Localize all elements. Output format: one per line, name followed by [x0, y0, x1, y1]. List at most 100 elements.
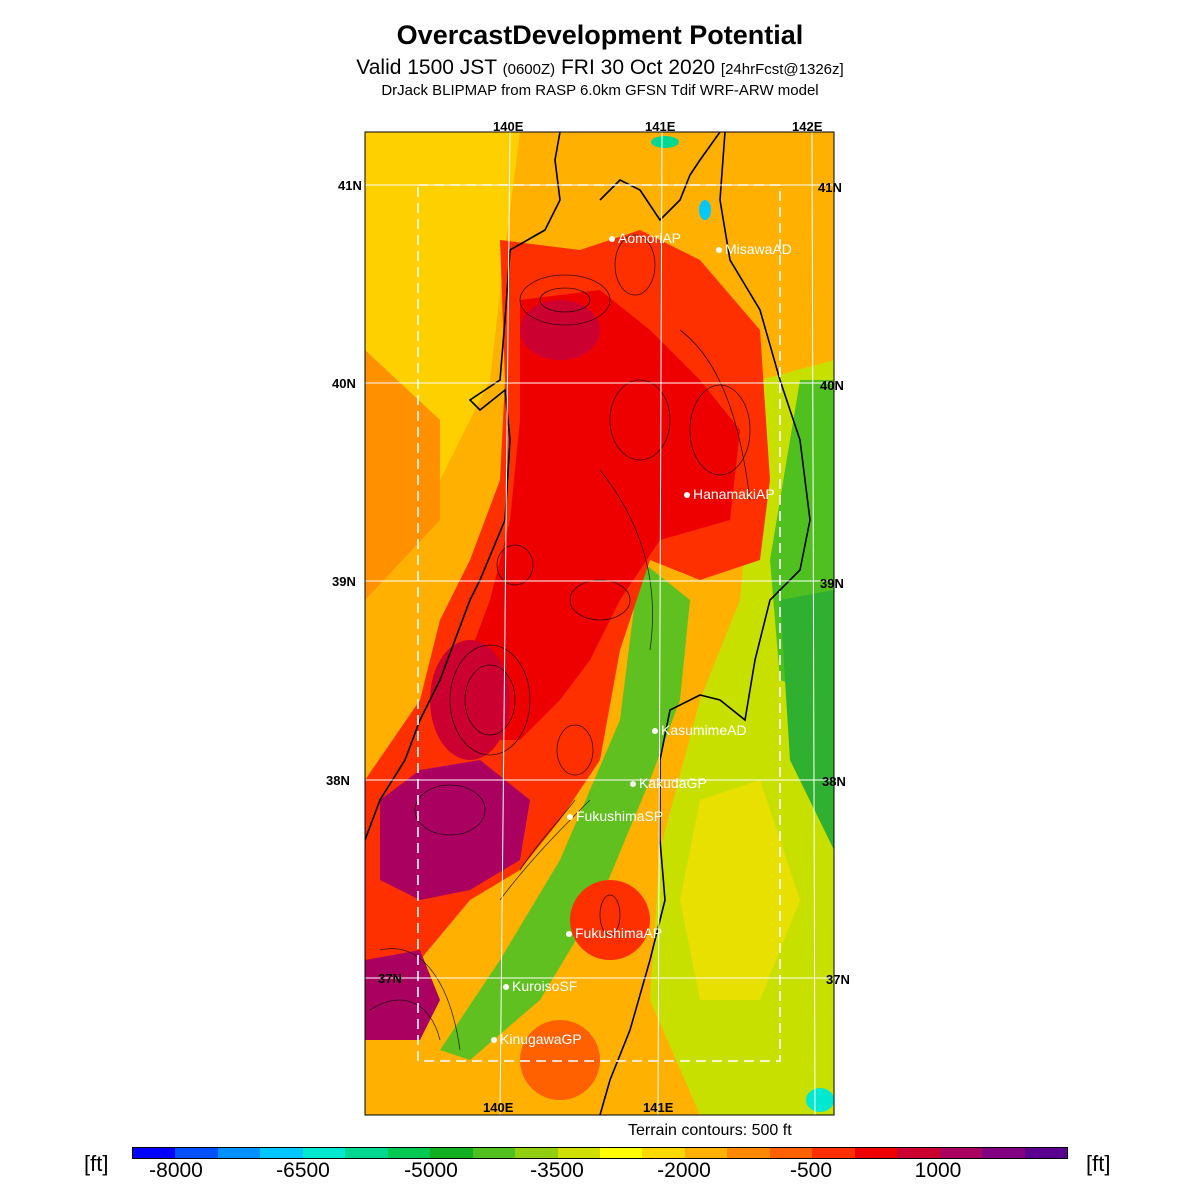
field-cyan-southeast	[806, 1088, 834, 1112]
colorbar-tick-label: 1000	[914, 1159, 962, 1182]
lat-label-left-41: 41N	[338, 178, 362, 193]
lat-label-right-37: 37N	[826, 972, 850, 987]
station-dot	[630, 781, 636, 788]
lat-label-right-38: 38N	[822, 774, 846, 789]
map-frame	[364, 131, 835, 1116]
colorbar-swatch	[133, 1148, 176, 1158]
field-orange-south	[520, 1020, 600, 1100]
station-marker: KinugawaGP	[491, 1031, 582, 1047]
colorbar-swatch	[982, 1148, 1025, 1158]
lon-label-top-140: 140E	[493, 119, 524, 134]
station-label: AomoriAP	[618, 230, 682, 246]
lat-label-right-41: 41N	[818, 180, 842, 195]
colorbar-swatch	[345, 1148, 388, 1158]
terrain-contours-note: Terrain contours: 500 ft	[628, 1122, 792, 1139]
lon-label-bottom-141: 141E	[643, 1100, 674, 1115]
station-dot	[503, 984, 509, 991]
station-label: FukushimaSP	[576, 808, 664, 824]
station-marker: KasumimeAD	[652, 722, 747, 738]
station-dot	[684, 492, 690, 499]
colorbar-swatch	[260, 1148, 303, 1158]
station-label: KuroisoSF	[512, 978, 578, 994]
field-dark-red-1	[430, 640, 510, 760]
colorbar-tick-label: -6500	[276, 1159, 330, 1182]
coastline-east	[599, 132, 811, 1115]
colorbar-swatch	[642, 1148, 685, 1158]
colorbar-tick-label: -2000	[657, 1159, 711, 1182]
station-label: MisawaAD	[725, 241, 792, 257]
station-label: HanamakiAP	[693, 486, 775, 502]
station-marker: HanamakiAP	[684, 486, 775, 502]
station-marker: KakudaGP	[630, 775, 707, 791]
station-label: KakudaGP	[639, 775, 707, 791]
valid-date: FRI 30 Oct 2020	[560, 56, 716, 79]
station-dot	[716, 247, 722, 254]
colorbar-unit-right: [ft]	[1086, 1151, 1111, 1176]
coastline-north	[599, 132, 721, 222]
valid-forecast: [24hrFcst@1326z]	[720, 61, 844, 78]
station-label: KasumimeAD	[661, 722, 747, 738]
colorbar-swatch	[599, 1148, 643, 1158]
station-label: FukushimaAP	[575, 925, 663, 941]
colorbar-swatch	[769, 1148, 813, 1158]
colorbar-tick-label: -8000	[149, 1159, 203, 1182]
lon-label-top-142: 142E	[792, 119, 823, 134]
colorbar-swatch	[472, 1148, 516, 1158]
valid-main: Valid 1500 JST	[356, 56, 497, 79]
station-dot	[609, 236, 615, 243]
lat-label-left-39: 39N	[332, 574, 356, 589]
map-title: OvercastDevelopment Potential	[396, 20, 804, 50]
colorbar-swatch	[217, 1148, 261, 1158]
model-subtitle: DrJack BLIPMAP from RASP 6.0km GFSN Tdif…	[381, 82, 819, 99]
lon-label-top-141: 141E	[645, 119, 676, 134]
colorbar-swatch	[812, 1148, 855, 1158]
valid-zone: (0600Z)	[502, 61, 556, 78]
station-dot	[566, 931, 572, 938]
field-purple-south	[365, 950, 440, 1040]
station-marker: AomoriAP	[609, 230, 681, 246]
field-red-core	[460, 290, 740, 740]
valid-time: Valid 1500 JST (0600Z) FRI 30 Oct 2020 […	[0, 56, 1200, 80]
colorbar-tick-label: -500	[789, 1159, 833, 1182]
colorbar-unit-left: [ft]	[84, 1151, 109, 1176]
station-dot	[491, 1037, 497, 1044]
colorbar-swatch	[557, 1148, 600, 1158]
field-green-ridge	[440, 560, 690, 1060]
lon-label-bottom-140: 140E	[483, 1100, 514, 1115]
station-dot	[567, 814, 573, 821]
field-red-south	[570, 880, 650, 960]
colorbar-swatch	[854, 1148, 898, 1158]
station-marker: FukushimaSP	[567, 808, 663, 824]
colorbar-swatch	[727, 1148, 770, 1158]
lat-label-right-40: 40N	[820, 378, 844, 393]
lat-label-left-37: 37N	[378, 971, 402, 986]
colorbar-tick-label: -3500	[530, 1159, 584, 1182]
lat-label-right-39: 39N	[820, 576, 844, 591]
lat-label-left-40: 40N	[332, 376, 356, 391]
colorbar-swatch	[1024, 1148, 1067, 1158]
field-east-green-2	[780, 590, 834, 850]
inner-domain-box	[417, 184, 781, 1062]
colorbar-swatch	[387, 1148, 431, 1158]
lat-label-left-38: 38N	[326, 773, 350, 788]
terrain-contours	[369, 234, 751, 1051]
field-cyan-lake	[699, 200, 711, 220]
colorbar-swatch	[515, 1148, 558, 1158]
field-west-band	[365, 350, 440, 600]
colorbar-swatch	[430, 1148, 473, 1158]
colorbar-swatch	[939, 1148, 983, 1158]
colorbar-swatch	[897, 1148, 940, 1158]
colorbar-swatch	[175, 1148, 218, 1158]
colorbar-swatch	[302, 1148, 346, 1158]
station-marker: KuroisoSF	[503, 978, 577, 994]
colorbar-swatch	[684, 1148, 728, 1158]
station-marker: MisawaAD	[716, 241, 792, 257]
station-marker: FukushimaAP	[566, 925, 662, 941]
colorbar-tick-label: -5000	[404, 1159, 458, 1182]
station-dot	[652, 728, 658, 735]
colorbar	[132, 1147, 1068, 1159]
station-label: KinugawaGP	[500, 1031, 582, 1047]
field-yellow-patch	[680, 780, 800, 1000]
field-dark-red-2	[520, 300, 600, 360]
